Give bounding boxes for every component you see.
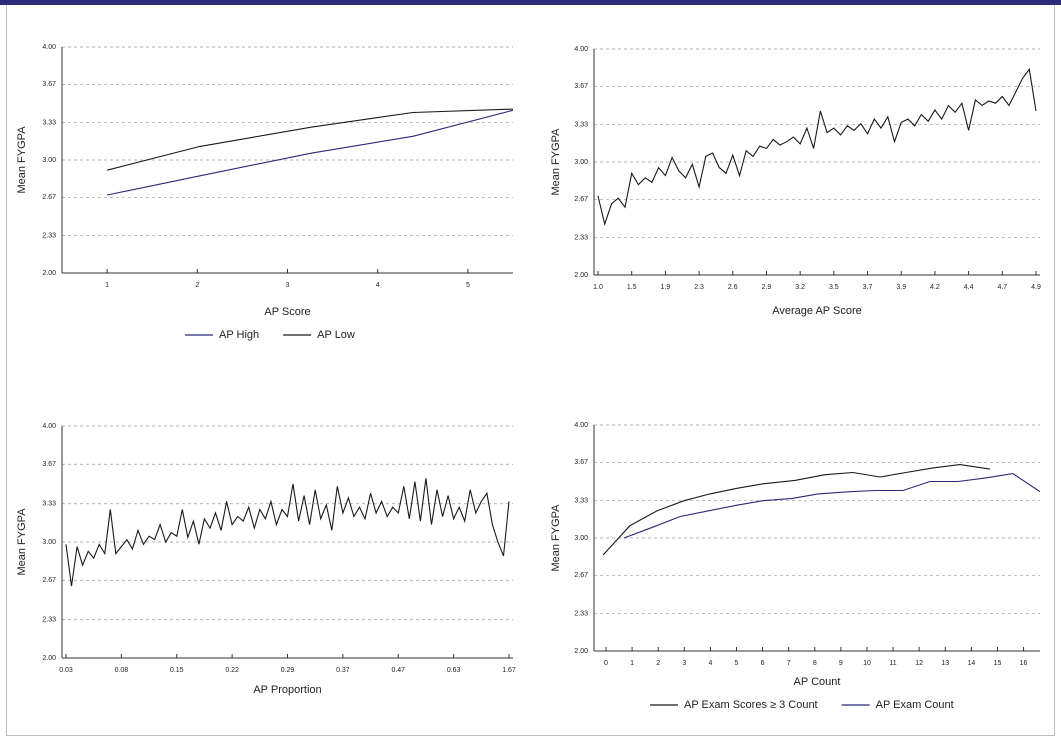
y-tick-label: 4.00: [42, 423, 56, 430]
x-tick-label: 4.4: [964, 284, 974, 291]
x-tick-label: 2: [656, 660, 660, 667]
x-axis-title: Average AP Score: [772, 305, 862, 317]
x-tick-label: 3: [682, 660, 686, 667]
x-tick-label: 0.29: [281, 667, 295, 674]
x-tick-label: 6: [761, 660, 765, 667]
x-axis-title: AP Proportion: [253, 684, 321, 696]
x-tick-label: 4.2: [930, 284, 940, 291]
x-tick-label: 16: [1020, 660, 1028, 667]
x-tick-label: 10: [863, 660, 871, 667]
x-tick-label: 8: [813, 660, 817, 667]
y-axis-title: Mean FYGPA: [16, 508, 28, 576]
y-tick-label: 2.33: [574, 235, 588, 242]
y-axis-title: Mean FYGPA: [550, 128, 562, 196]
y-tick-label: 2.00: [574, 272, 588, 279]
y-tick-label: 2.67: [574, 572, 588, 579]
x-tick-label: 0.22: [225, 667, 239, 674]
x-tick-label: 0.08: [115, 667, 129, 674]
top-bar: [0, 0, 1061, 5]
x-tick-label: 4.9: [1031, 284, 1041, 291]
x-tick-label: 0.15: [170, 667, 184, 674]
x-tick-label: 3.5: [829, 284, 839, 291]
y-tick-label: 3.00: [42, 157, 56, 164]
x-tick-label: 3: [286, 282, 290, 289]
x-tick-label: 11: [889, 660, 896, 667]
x-tick-label: 5: [735, 660, 739, 667]
x-tick-label: 5: [466, 282, 470, 289]
y-tick-label: 3.67: [574, 83, 588, 90]
y-tick-label: 3.33: [42, 501, 56, 508]
x-tick-label: 3.7: [863, 284, 873, 291]
x-tick-label: 1.0: [593, 284, 603, 291]
y-axis-title: Mean FYGPA: [16, 126, 28, 194]
x-tick-label: 2.3: [694, 284, 704, 291]
x-axis-title: AP Score: [264, 306, 310, 318]
y-tick-label: 2.67: [42, 194, 56, 201]
x-tick-label: 1.9: [661, 284, 671, 291]
y-tick-label: 2.33: [574, 611, 588, 618]
x-tick-label: 0: [604, 660, 608, 667]
y-axis-title: Mean FYGPA: [550, 504, 562, 572]
x-tick-label: 13: [941, 660, 949, 667]
x-axis-title: AP Count: [794, 676, 841, 688]
y-tick-label: 3.00: [574, 535, 588, 542]
y-tick-label: 4.00: [42, 44, 56, 51]
y-tick-label: 2.67: [42, 577, 56, 584]
y-tick-label: 2.00: [42, 655, 56, 662]
series-line: [106, 109, 514, 196]
y-tick-label: 3.67: [42, 461, 56, 468]
y-tick-label: 4.00: [574, 46, 588, 53]
legend-label: AP Exam Scores ≥ 3 Count: [684, 699, 818, 711]
legend-label: AP Low: [317, 329, 355, 341]
y-tick-label: 3.00: [42, 539, 56, 546]
x-tick-label: 1: [105, 282, 109, 289]
legend-label: AP Exam Count: [876, 699, 954, 711]
x-tick-label: 2.6: [728, 284, 738, 291]
x-tick-label: 0.63: [447, 667, 461, 674]
x-tick-label: 0.47: [391, 667, 405, 674]
x-tick-label: 1.5: [627, 284, 637, 291]
y-tick-label: 3.67: [42, 81, 56, 88]
y-tick-label: 2.33: [42, 233, 56, 240]
y-tick-label: 2.33: [42, 617, 56, 624]
series-line: [65, 478, 510, 587]
x-tick-label: 9: [839, 660, 843, 667]
x-tick-label: 1: [630, 660, 634, 667]
x-tick-label: 7: [787, 660, 791, 667]
x-tick-label: 12: [915, 660, 923, 667]
x-tick-label: 4: [376, 282, 380, 289]
y-tick-label: 3.33: [42, 120, 56, 127]
x-tick-label: 4: [708, 660, 712, 667]
x-tick-label: 2.9: [762, 284, 772, 291]
y-tick-label: 3.33: [574, 122, 588, 129]
legend-label: AP High: [219, 329, 259, 341]
y-tick-label: 2.00: [42, 270, 56, 277]
x-tick-label: 15: [994, 660, 1002, 667]
x-tick-label: 3.2: [795, 284, 805, 291]
y-tick-label: 3.33: [574, 498, 588, 505]
x-tick-label: 0.03: [59, 667, 73, 674]
y-tick-label: 2.00: [574, 648, 588, 655]
x-tick-label: 14: [967, 660, 975, 667]
series-line: [602, 464, 990, 556]
frame: [6, 5, 1055, 736]
x-tick-label: 2: [195, 282, 199, 289]
series-line: [623, 473, 1041, 539]
series-line: [597, 67, 1037, 227]
x-tick-label: 1.67: [502, 667, 516, 674]
x-tick-label: 4.7: [997, 284, 1007, 291]
x-tick-label: 0.37: [336, 667, 350, 674]
x-tick-label: 3.9: [896, 284, 906, 291]
y-tick-label: 2.67: [574, 196, 588, 203]
y-tick-label: 4.00: [574, 422, 588, 429]
y-tick-label: 3.00: [574, 159, 588, 166]
series-line: [106, 108, 514, 171]
y-tick-label: 3.67: [574, 459, 588, 466]
